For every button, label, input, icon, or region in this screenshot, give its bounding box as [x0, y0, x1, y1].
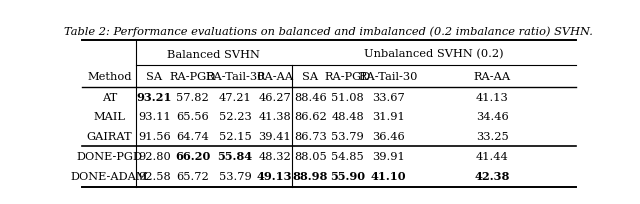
Text: 91.56: 91.56 — [138, 131, 171, 141]
Text: Balanced SVHN: Balanced SVHN — [168, 49, 260, 59]
Text: 88.98: 88.98 — [292, 170, 328, 181]
Text: 41.38: 41.38 — [259, 112, 291, 122]
Text: 47.21: 47.21 — [219, 92, 252, 102]
Text: 92.80: 92.80 — [138, 151, 171, 161]
Text: 86.62: 86.62 — [294, 112, 327, 122]
Text: 42.38: 42.38 — [475, 170, 510, 181]
Text: DONE-PGD: DONE-PGD — [76, 151, 142, 161]
Text: 39.91: 39.91 — [372, 151, 404, 161]
Text: 49.13: 49.13 — [257, 170, 292, 181]
Text: 41.13: 41.13 — [476, 92, 509, 102]
Text: 41.44: 41.44 — [476, 151, 509, 161]
Text: 92.58: 92.58 — [138, 171, 171, 181]
Text: 34.46: 34.46 — [476, 112, 509, 122]
Text: Unbalanced SVHN (0.2): Unbalanced SVHN (0.2) — [364, 49, 504, 59]
Text: 52.23: 52.23 — [219, 112, 252, 122]
Text: MAIL: MAIL — [93, 112, 125, 122]
Text: RA-AA: RA-AA — [256, 71, 293, 81]
Text: RA-AA: RA-AA — [474, 71, 511, 81]
Text: 55.90: 55.90 — [330, 170, 365, 181]
Text: 65.56: 65.56 — [176, 112, 209, 122]
Text: 55.84: 55.84 — [218, 151, 253, 162]
Text: 39.41: 39.41 — [259, 131, 291, 141]
Text: RA-Tail-30: RA-Tail-30 — [205, 71, 265, 81]
Text: AT: AT — [102, 92, 117, 102]
Text: 46.27: 46.27 — [259, 92, 291, 102]
Text: 93.21: 93.21 — [137, 92, 172, 103]
Text: 48.32: 48.32 — [259, 151, 291, 161]
Text: 53.79: 53.79 — [332, 131, 364, 141]
Text: 54.85: 54.85 — [332, 151, 364, 161]
Text: 86.73: 86.73 — [294, 131, 327, 141]
Text: 66.20: 66.20 — [175, 151, 211, 162]
Text: GAIRAT: GAIRAT — [86, 131, 132, 141]
Text: 64.74: 64.74 — [176, 131, 209, 141]
Text: 33.67: 33.67 — [372, 92, 404, 102]
Text: SA: SA — [302, 71, 319, 81]
Text: RA-PGD: RA-PGD — [324, 71, 371, 81]
Text: 51.08: 51.08 — [332, 92, 364, 102]
Text: 52.15: 52.15 — [219, 131, 252, 141]
Text: 36.46: 36.46 — [372, 131, 404, 141]
Text: Table 2: Performance evaluations on balanced and imbalanced (0.2 imbalance ratio: Table 2: Performance evaluations on bala… — [63, 26, 593, 37]
Text: 88.05: 88.05 — [294, 151, 327, 161]
Text: 65.72: 65.72 — [176, 171, 209, 181]
Text: 93.11: 93.11 — [138, 112, 171, 122]
Text: 31.91: 31.91 — [372, 112, 404, 122]
Text: Method: Method — [87, 71, 131, 81]
Text: RA-Tail-30: RA-Tail-30 — [358, 71, 418, 81]
Text: 33.25: 33.25 — [476, 131, 509, 141]
Text: 48.48: 48.48 — [332, 112, 364, 122]
Text: DONE-ADAM: DONE-ADAM — [70, 171, 148, 181]
Text: 57.82: 57.82 — [176, 92, 209, 102]
Text: 53.79: 53.79 — [219, 171, 252, 181]
Text: 41.10: 41.10 — [370, 170, 406, 181]
Text: 88.46: 88.46 — [294, 92, 327, 102]
Text: SA: SA — [147, 71, 163, 81]
Text: RA-PGD: RA-PGD — [170, 71, 216, 81]
